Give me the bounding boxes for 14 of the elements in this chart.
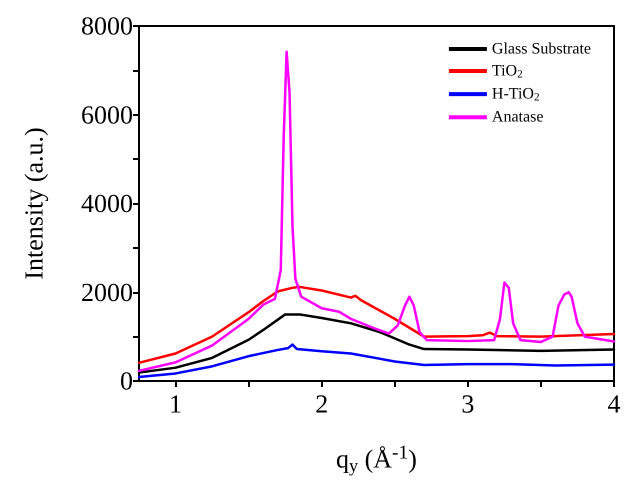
legend-label: Anatase [492, 108, 544, 126]
x-tick-label: 2 [315, 390, 328, 418]
y-tick-label: 2000 [81, 278, 133, 307]
line-series [138, 343, 616, 378]
y-tick-label: 0 [120, 366, 133, 396]
x-tick-label: 1 [169, 390, 182, 418]
y-axis-title: Intensity (a.u.) [20, 127, 48, 280]
x-tick-label: 3 [461, 390, 474, 418]
legend-label: Glass Substrate [492, 40, 592, 58]
y-tick-label: 8000 [81, 12, 133, 40]
x-tick-label: 4 [608, 390, 620, 418]
y-tick-label: 4000 [81, 189, 133, 218]
y-tick-label: 6000 [81, 100, 133, 130]
line-series [138, 286, 616, 364]
